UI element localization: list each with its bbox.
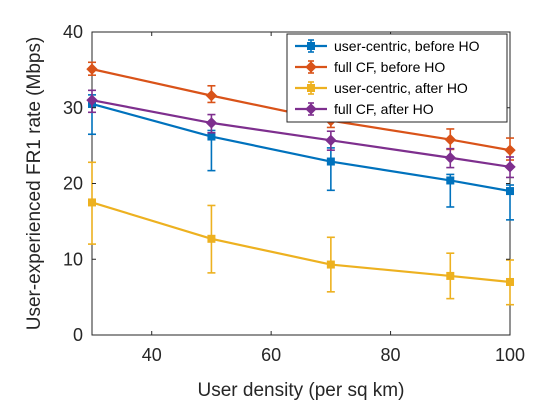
data-point	[326, 260, 335, 269]
legend-label: full CF, before HO	[334, 59, 445, 75]
data-point	[207, 234, 216, 243]
data-point	[205, 117, 218, 129]
y-tick-label: 0	[73, 325, 83, 345]
legend-marker	[305, 103, 317, 115]
x-axis-title: User density (per sq km)	[198, 380, 405, 401]
y-tick-label: 20	[63, 174, 83, 194]
series-2	[88, 161, 514, 306]
y-tick-label: 10	[63, 249, 83, 269]
y-tick-label: 30	[63, 98, 83, 118]
data-point	[504, 161, 516, 173]
legend-label: user-centric, after HO	[334, 80, 468, 96]
y-axis-title: User-experienced FR1 rate (Mbps)	[24, 37, 45, 331]
x-tick-label: 60	[261, 345, 281, 365]
series-layer	[86, 61, 516, 306]
legend-marker	[307, 84, 315, 92]
data-point	[86, 63, 98, 75]
legend-item: full CF, after HO	[295, 101, 434, 117]
data-point	[506, 187, 514, 196]
data-point	[444, 152, 456, 164]
legend-item: user-centric, after HO	[295, 80, 468, 96]
data-point	[446, 271, 455, 280]
data-point	[504, 144, 516, 156]
legend-marker	[307, 42, 315, 50]
y-tick-label: 40	[63, 22, 83, 42]
data-point	[207, 132, 216, 141]
legend-label: user-centric, before HO	[334, 38, 480, 54]
legend-item: full CF, before HO	[295, 59, 445, 75]
data-point	[444, 133, 456, 146]
legend-box	[286, 33, 508, 123]
data-point	[446, 176, 455, 185]
data-point	[506, 277, 514, 286]
data-point	[205, 89, 218, 102]
data-point	[86, 94, 98, 106]
data-point	[326, 157, 335, 166]
x-tick-label: 40	[142, 345, 162, 365]
legend-marker	[305, 61, 317, 73]
series-3	[86, 89, 516, 179]
legend: user-centric, before HO full CF, before H…	[286, 33, 508, 123]
x-tick-label: 80	[381, 345, 401, 365]
data-point	[325, 134, 337, 147]
data-point	[88, 198, 96, 207]
legend-label: full CF, after HO	[334, 101, 434, 117]
x-tick-label: 100	[495, 345, 525, 365]
legend-item: user-centric, before HO	[295, 38, 480, 54]
